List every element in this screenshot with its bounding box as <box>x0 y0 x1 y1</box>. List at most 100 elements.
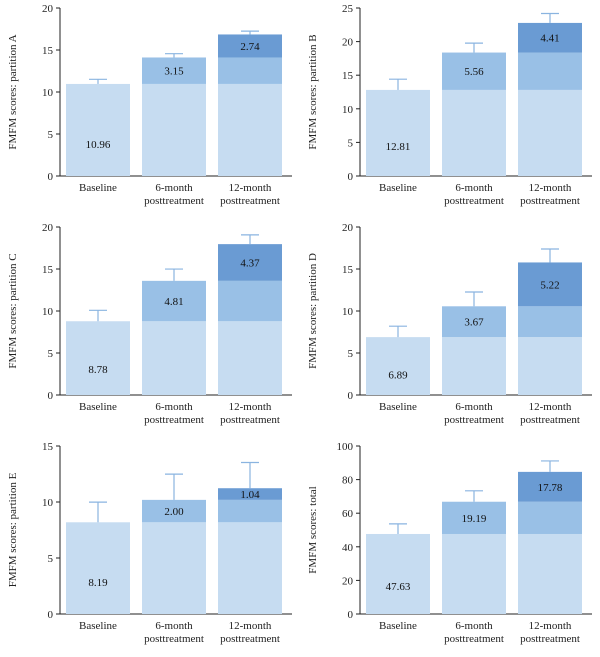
data-label: 4.41 <box>540 33 559 45</box>
y-tick-label: 0 <box>348 609 354 621</box>
bar-segment-1 <box>142 321 206 395</box>
x-category-label: posttreatment <box>144 414 204 426</box>
chart-total-svg: 0 20 40 60 80 100 FMFM scores: total 47.63 Basel… <box>307 441 592 645</box>
bar-segment-3 <box>518 262 582 307</box>
x-category-label: Baseline <box>379 620 417 632</box>
x-category-label: 6-month <box>155 401 193 413</box>
bar-segment-2 <box>442 52 506 90</box>
y-tick-label: 0 <box>48 609 54 621</box>
bar-segment-2 <box>142 280 206 322</box>
data-label: 3.67 <box>464 317 484 329</box>
y-tick-label: 10 <box>42 497 54 509</box>
x-category-label: 6-month <box>455 620 493 632</box>
x-category-label: posttreatment <box>220 414 280 426</box>
bar-segment-2 <box>442 501 506 534</box>
x-category-label: posttreatment <box>144 633 204 645</box>
x-category-label: 6-month <box>155 182 193 194</box>
y-tick-label: 5 <box>48 129 54 141</box>
y-axis-label: FMFM scores: partition C <box>7 253 19 368</box>
bar-segment-1 <box>366 337 430 395</box>
y-tick-label: 40 <box>342 542 354 554</box>
chart-panel-c: 0 5 10 15 20 FMFM scores: partition C 8.78 Base… <box>0 219 300 438</box>
data-label: 6.89 <box>388 370 408 382</box>
bar-segment-3 <box>518 471 582 502</box>
bar-segment-1 <box>218 83 282 176</box>
data-label: 10.96 <box>86 139 111 151</box>
data-label: 5.56 <box>464 66 484 78</box>
y-tick-label: 20 <box>42 3 54 15</box>
y-tick-label: 60 <box>342 508 354 520</box>
x-category-label: Baseline <box>379 401 417 413</box>
y-axis-label: FMFM scores: partition D <box>307 253 319 369</box>
chart-b-svg: 0 5 10 15 20 25 FMFM scores: partition B 12.81 B… <box>307 3 592 207</box>
data-label: 2.00 <box>164 506 184 518</box>
x-category-label: 6-month <box>455 182 493 194</box>
x-category-label: 12-month <box>229 401 272 413</box>
bar-segment-1 <box>518 533 582 614</box>
x-category-label: 12-month <box>529 620 572 632</box>
bar-segment-1 <box>142 522 206 614</box>
x-category-label: posttreatment <box>444 633 504 645</box>
y-tick-label: 100 <box>337 441 354 453</box>
y-tick-label: 15 <box>42 264 54 276</box>
y-axis-label: FMFM scores: partition E <box>7 472 19 587</box>
bar-segment-3 <box>218 488 282 500</box>
y-tick-label: 15 <box>342 70 354 82</box>
bar-segment-1 <box>366 89 430 176</box>
bar-segment-2 <box>218 57 282 84</box>
x-category-label: 6-month <box>455 401 493 413</box>
chart-c-svg: 0 5 10 15 20 FMFM scores: partition C 8.78 Base… <box>7 222 292 426</box>
bar-segment-1 <box>366 533 430 614</box>
y-tick-label: 20 <box>342 575 354 587</box>
y-tick-label: 15 <box>342 264 354 276</box>
chart-e-svg: 0 5 10 15 FMFM scores: partition E 8.19 Baseli… <box>7 441 292 645</box>
y-tick-label: 5 <box>348 137 354 149</box>
data-label: 4.81 <box>164 296 183 308</box>
data-label: 12.81 <box>386 141 411 153</box>
x-category-label: 12-month <box>229 620 272 632</box>
chart-a-svg: 0 5 10 15 20 FMFM scores: partition A 10.96 Bas… <box>7 3 292 207</box>
bar-segment-2 <box>218 499 282 523</box>
bar-segment-3 <box>218 244 282 281</box>
data-label: 8.19 <box>88 577 108 589</box>
y-tick-label: 0 <box>48 390 54 402</box>
data-label: 2.74 <box>240 41 260 53</box>
x-category-label: 12-month <box>529 182 572 194</box>
bar-segment-1 <box>518 89 582 176</box>
y-tick-label: 5 <box>348 348 354 360</box>
bar-segment-1 <box>442 533 506 614</box>
data-label: 4.37 <box>240 257 260 269</box>
bar-segment-2 <box>518 52 582 90</box>
data-label: 5.22 <box>540 279 559 291</box>
x-category-label: posttreatment <box>444 195 504 207</box>
bar-segment-1 <box>66 83 130 176</box>
y-tick-label: 10 <box>342 306 354 318</box>
bar-segment-2 <box>142 57 206 84</box>
y-tick-label: 0 <box>348 390 354 402</box>
bar-segment-1 <box>66 321 130 395</box>
x-category-label: posttreatment <box>520 195 580 207</box>
chart-panel-d: 0 5 10 15 20 FMFM scores: partition D 6.89 Base… <box>300 219 600 438</box>
bar-segment-2 <box>442 306 506 338</box>
x-category-label: posttreatment <box>220 633 280 645</box>
y-tick-label: 80 <box>342 475 354 487</box>
x-category-label: 6-month <box>155 620 193 632</box>
y-tick-label: 25 <box>342 3 354 15</box>
y-tick-label: 10 <box>42 87 54 99</box>
y-tick-label: 5 <box>48 553 54 565</box>
x-category-label: Baseline <box>379 182 417 194</box>
x-category-label: 12-month <box>529 401 572 413</box>
x-category-label: posttreatment <box>520 414 580 426</box>
chart-d-svg: 0 5 10 15 20 FMFM scores: partition D 6.89 Base… <box>307 222 592 426</box>
x-category-label: posttreatment <box>444 414 504 426</box>
y-tick-label: 5 <box>48 348 54 360</box>
data-label: 8.78 <box>88 364 108 376</box>
y-tick-label: 10 <box>342 104 354 116</box>
x-category-label: posttreatment <box>220 195 280 207</box>
data-label: 3.15 <box>164 66 184 78</box>
x-category-label: posttreatment <box>520 633 580 645</box>
bar-segment-2 <box>142 499 206 523</box>
bar-segment-1 <box>66 522 130 614</box>
y-tick-label: 20 <box>42 222 54 234</box>
